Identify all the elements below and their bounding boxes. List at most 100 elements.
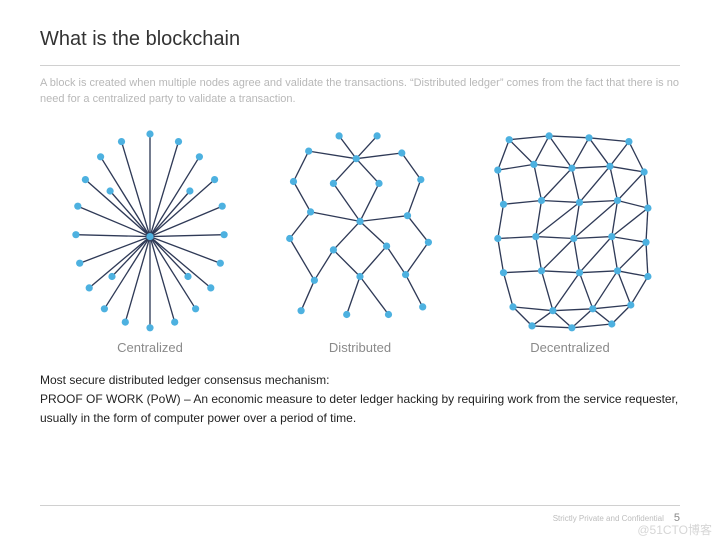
edge (618, 172, 645, 201)
node (356, 273, 363, 280)
edge (360, 216, 408, 222)
edge (631, 276, 648, 305)
edge (580, 236, 612, 272)
node (385, 311, 392, 318)
node (184, 273, 191, 280)
edge (301, 280, 314, 310)
edge (509, 140, 534, 165)
edge (589, 138, 610, 167)
node (353, 155, 360, 162)
body-lead: Most secure distributed ledger consensus… (40, 371, 680, 390)
edge (644, 172, 648, 208)
edge (504, 273, 514, 307)
edge (646, 242, 648, 276)
edge (553, 309, 593, 311)
edge (150, 141, 179, 236)
network-decentralized: Decentralized (470, 124, 670, 355)
node (494, 235, 501, 242)
node (383, 242, 390, 249)
edge (408, 216, 429, 243)
edge (347, 276, 360, 314)
node (500, 269, 507, 276)
edge (360, 276, 389, 314)
edge (150, 236, 196, 308)
edge (513, 307, 553, 311)
edge (549, 136, 589, 138)
edge (150, 179, 215, 236)
network-svg-distributed (265, 124, 455, 334)
edge (549, 136, 572, 168)
edge (339, 136, 356, 159)
edge (618, 242, 647, 270)
edge (387, 246, 406, 275)
edge (532, 326, 572, 328)
edge (101, 157, 150, 237)
edge (580, 273, 593, 309)
edge (356, 136, 377, 159)
edge (574, 238, 580, 272)
edge (574, 202, 580, 238)
node (528, 322, 535, 329)
network-label-distributed: Distributed (329, 340, 391, 355)
node (311, 277, 318, 284)
node (625, 138, 632, 145)
node (76, 259, 83, 266)
edge (534, 164, 572, 168)
node (330, 246, 337, 253)
network-svg-decentralized (475, 124, 665, 334)
edge (309, 151, 357, 159)
edge (76, 235, 150, 237)
edge (311, 212, 360, 222)
body-text: Most secure distributed ledger consensus… (40, 371, 680, 429)
node (146, 233, 153, 240)
edge (110, 191, 150, 237)
edge (333, 221, 360, 250)
node (122, 318, 129, 325)
node (419, 303, 426, 310)
node (398, 149, 405, 156)
node (538, 197, 545, 204)
edge (536, 200, 542, 236)
edge (290, 212, 311, 239)
edge (513, 307, 532, 326)
edge (612, 200, 618, 236)
edge (333, 159, 356, 184)
edge (618, 271, 648, 277)
edge (406, 274, 423, 306)
node (307, 208, 314, 215)
edge (593, 309, 612, 324)
node (74, 202, 81, 209)
edge (356, 153, 402, 159)
edge (610, 166, 644, 172)
node (82, 176, 89, 183)
node (417, 176, 424, 183)
node (192, 305, 199, 312)
edge (572, 138, 589, 168)
node (640, 168, 647, 175)
edge (553, 273, 580, 311)
node (500, 201, 507, 208)
node (570, 235, 577, 242)
node (219, 202, 226, 209)
edge (610, 141, 629, 166)
edge (290, 238, 315, 280)
slide-subtitle: A block is created when multiple nodes a… (40, 76, 680, 108)
edge (542, 271, 580, 273)
edge (85, 179, 150, 236)
node (644, 273, 651, 280)
edge (629, 141, 644, 171)
node (207, 284, 214, 291)
network-svg-centralized (55, 124, 245, 334)
node (509, 303, 516, 310)
node (494, 166, 501, 173)
node (373, 132, 380, 139)
node (614, 267, 621, 274)
node (330, 180, 337, 187)
edge (360, 183, 379, 221)
edge (104, 236, 150, 308)
edge (406, 242, 429, 274)
node (576, 199, 583, 206)
edge (333, 250, 360, 277)
edge (612, 305, 631, 324)
node (585, 134, 592, 141)
